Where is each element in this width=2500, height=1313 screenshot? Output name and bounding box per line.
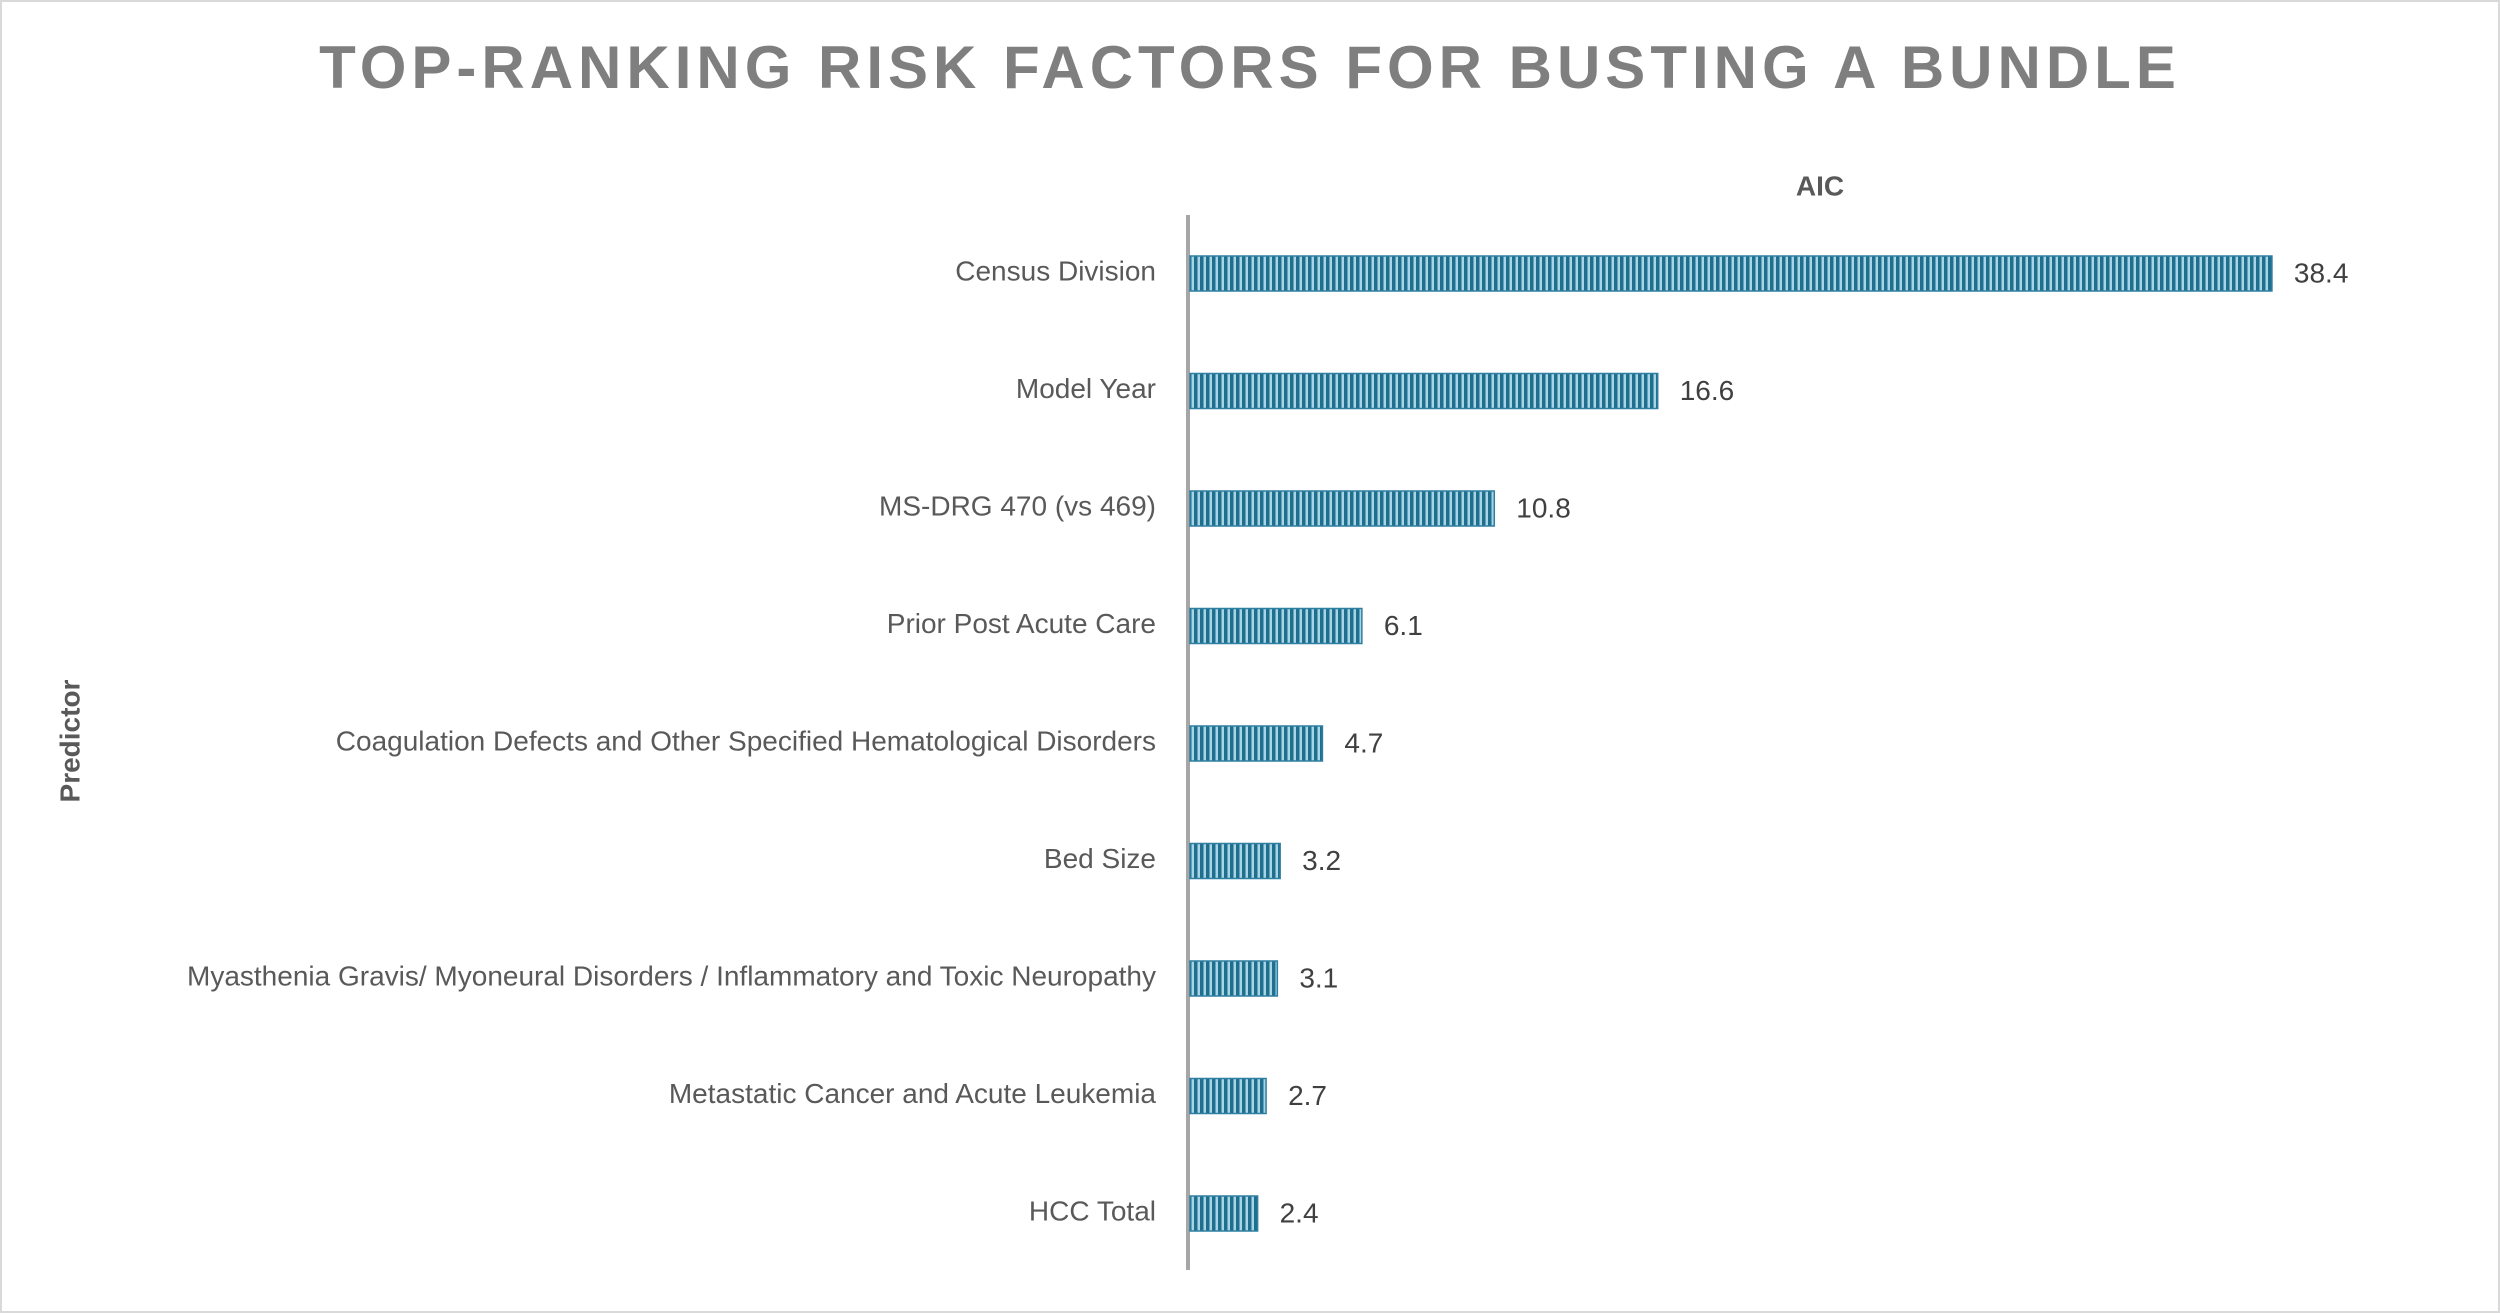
y-tick-label: Prior Post Acute Care	[887, 608, 1156, 639]
data-label: 38.4	[2294, 257, 2349, 288]
data-label: 2.7	[1288, 1080, 1327, 1111]
y-tick-label: Myasthenia Gravis/ Myoneural Disorders /…	[187, 960, 1156, 991]
data-label: 3.1	[1299, 962, 1338, 993]
y-axis-title: Predictor	[54, 679, 85, 802]
y-tick-label: Bed Size	[1044, 843, 1156, 874]
y-tick-label: HCC Total	[1029, 1195, 1156, 1226]
bar	[1189, 842, 1281, 880]
data-label: 6.1	[1384, 610, 1423, 641]
data-label: 16.6	[1680, 375, 1735, 406]
bar	[1189, 960, 1279, 997]
chart-title: TOP-RANKING RISK FACTORS FOR BUSTING A B…	[319, 34, 2181, 101]
bar	[1189, 255, 2273, 292]
y-tick-label: Census Division	[955, 255, 1156, 286]
data-label: 2.4	[1280, 1197, 1319, 1228]
bar	[1189, 1077, 1267, 1115]
bar	[1189, 1195, 1259, 1232]
data-label: 3.2	[1302, 845, 1341, 876]
data-label: 4.7	[1344, 727, 1383, 758]
y-tick-label: Metastatic Cancer and Acute Leukemia	[669, 1078, 1157, 1109]
x-axis-title: AIC	[1796, 170, 1844, 201]
bar	[1189, 725, 1324, 762]
y-tick-label: Coagulation Defects and Other Specified …	[336, 725, 1156, 756]
bar	[1189, 372, 1659, 410]
y-tick-label: MS-DRG 470 (vs 469)	[879, 490, 1156, 521]
bar	[1189, 607, 1363, 645]
bar	[1189, 490, 1496, 527]
y-tick-label: Model Year	[1016, 373, 1156, 404]
data-label: 10.8	[1516, 492, 1571, 523]
